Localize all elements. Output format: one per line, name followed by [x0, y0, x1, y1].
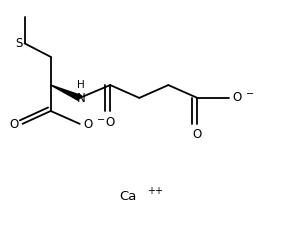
- Text: H: H: [77, 80, 85, 90]
- Text: O: O: [83, 118, 93, 131]
- Text: O: O: [106, 116, 115, 129]
- Text: ++: ++: [147, 186, 163, 196]
- Polygon shape: [51, 85, 81, 100]
- Text: O: O: [9, 118, 19, 131]
- Text: Ca: Ca: [119, 190, 136, 203]
- Text: O: O: [193, 128, 202, 141]
- Text: O: O: [232, 91, 242, 104]
- Text: N: N: [77, 92, 86, 105]
- Text: S: S: [15, 37, 22, 50]
- Text: −: −: [246, 89, 254, 99]
- Text: −: −: [97, 116, 106, 125]
